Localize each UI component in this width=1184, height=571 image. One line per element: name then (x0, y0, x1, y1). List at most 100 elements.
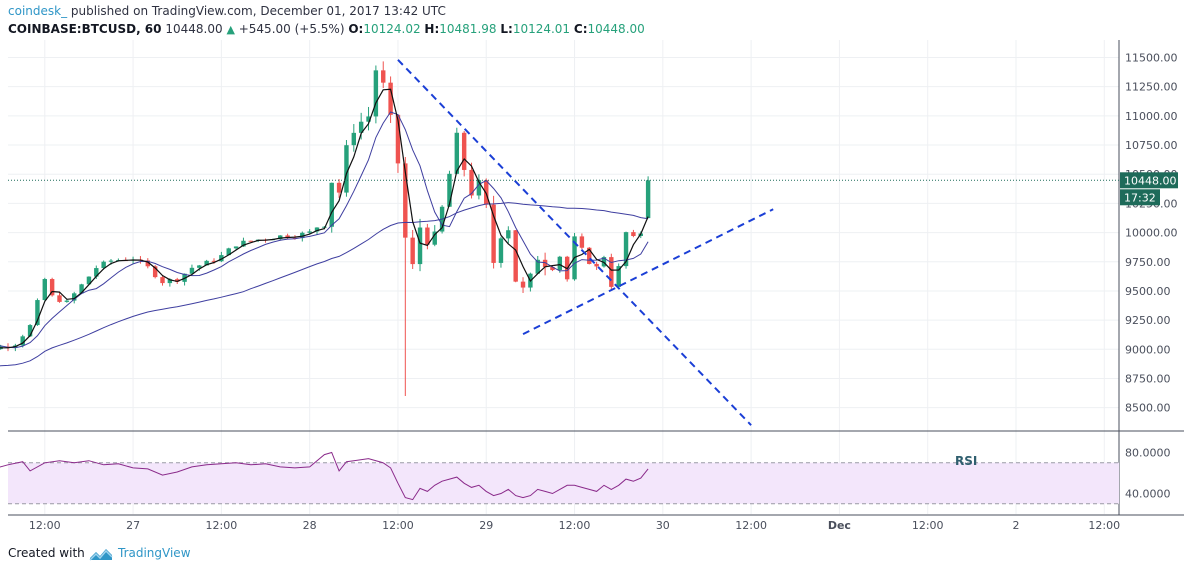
x-tick-label: 12:00 (559, 519, 591, 532)
candle-body (351, 132, 357, 146)
candle-body (219, 255, 224, 262)
author-link[interactable]: coindesk_ (8, 4, 68, 18)
y-tick-label: 11000.00 (1125, 110, 1178, 123)
candle-body (403, 163, 408, 238)
candle-body (513, 230, 518, 282)
candle-body (594, 263, 599, 267)
candle-body (469, 169, 474, 196)
candle-body (145, 260, 151, 267)
candle-body (167, 279, 173, 284)
x-tick-label: 29 (479, 519, 493, 532)
trendline (397, 59, 752, 426)
candle-body (366, 116, 371, 122)
candle-body (211, 260, 217, 262)
candle-body (42, 279, 47, 301)
candle-body (152, 266, 158, 278)
y-tick-label: 11250.00 (1125, 81, 1178, 94)
publish-line: coindesk_ published on TradingView.com, … (8, 4, 446, 18)
low-label: L: (500, 22, 513, 36)
candle-body (314, 227, 320, 232)
candle-body (395, 114, 401, 164)
rsi-tick-label: 80.0000 (1125, 447, 1171, 460)
candle-body (550, 266, 555, 271)
candle-body (498, 238, 504, 263)
y-tick-label: 8750.00 (1125, 372, 1171, 385)
created-with-text: Created with (8, 546, 85, 560)
y-tick-label: 9000.00 (1125, 343, 1171, 356)
candle-body (160, 277, 165, 284)
candle-body (285, 235, 290, 238)
x-tick-label: 12:00 (912, 519, 944, 532)
candle-body (189, 267, 195, 274)
candle-body (616, 266, 621, 287)
x-tick-label: 12:00 (735, 519, 767, 532)
candle-body (241, 240, 246, 247)
candle-body (601, 257, 607, 267)
tradingview-logo-icon (89, 549, 113, 561)
change-value: +545.00 (+5.5%) (238, 22, 345, 36)
candle-body (631, 232, 636, 236)
candle-body (344, 145, 349, 193)
y-tick-label: 9750.00 (1125, 256, 1171, 269)
candle-body (101, 261, 106, 269)
candle-body (579, 236, 585, 248)
candle-body (226, 248, 231, 256)
high-label: H: (424, 22, 440, 36)
y-tick-label: 11500.00 (1125, 52, 1178, 65)
countdown-text: 17:32 (1124, 191, 1156, 204)
candle-body (307, 231, 312, 233)
candle-body (645, 180, 651, 219)
tradingview-link[interactable]: TradingView (118, 546, 191, 560)
close-value: 10448.00 (587, 22, 645, 36)
candle-body (381, 70, 386, 83)
candle-body (432, 231, 437, 245)
high-value: 10481.98 (439, 22, 497, 36)
main-pane (8, 40, 1119, 431)
candle-body (454, 132, 460, 174)
x-tick-label: 12:00 (29, 519, 61, 532)
candle-body (609, 257, 614, 287)
x-tick-label: 12:00 (206, 519, 238, 532)
y-tick-label: 10000.00 (1125, 227, 1178, 240)
x-tick-label: 12:00 (382, 519, 414, 532)
price-chart[interactable]: 11500.0011250.0011000.0010750.0010500.00… (0, 0, 1184, 540)
footer: Created with TradingView (0, 540, 1184, 571)
candle-body (278, 235, 283, 240)
last-price-badge-text: 10448.00 (1124, 174, 1177, 187)
candle-body (300, 232, 305, 239)
candle-body (542, 259, 548, 267)
candle-body (175, 279, 180, 282)
ma-mid-line (0, 111, 649, 349)
candle-body (108, 260, 114, 262)
candle-body (461, 132, 467, 170)
x-tick-label: 2 (1012, 519, 1019, 532)
y-tick-label: 9500.00 (1125, 285, 1171, 298)
candle-body (425, 227, 430, 245)
candle-body (94, 268, 99, 277)
open-value: 10124.02 (363, 22, 421, 36)
candle-body (204, 260, 209, 266)
candle-body (72, 293, 77, 301)
candle-body (329, 182, 334, 227)
open-label: O: (348, 22, 364, 36)
candle-body (388, 82, 393, 115)
candle-body (520, 281, 526, 288)
y-tick-label: 8500.00 (1125, 402, 1171, 415)
published-text: published on TradingView.com, December 0… (70, 4, 446, 18)
candle-body (373, 70, 379, 117)
x-tick-label: 12:00 (1088, 519, 1120, 532)
close-label: C: (573, 22, 588, 36)
candle-body (358, 121, 364, 133)
candle-body (587, 247, 592, 264)
candle-body (233, 246, 239, 249)
last-price: 10448.00 (165, 22, 223, 36)
candle-body (506, 230, 511, 239)
candle-body (417, 227, 423, 265)
ohlc-line: COINBASE:BTCUSD, 60 10448.00 ▲ +545.00 (… (8, 22, 645, 37)
x-tick-label: 28 (303, 519, 317, 532)
countdown-badge (1120, 189, 1160, 206)
candle-body (476, 180, 482, 196)
candle-body (535, 259, 540, 274)
candle-body (336, 182, 342, 193)
candle-body (64, 300, 70, 302)
